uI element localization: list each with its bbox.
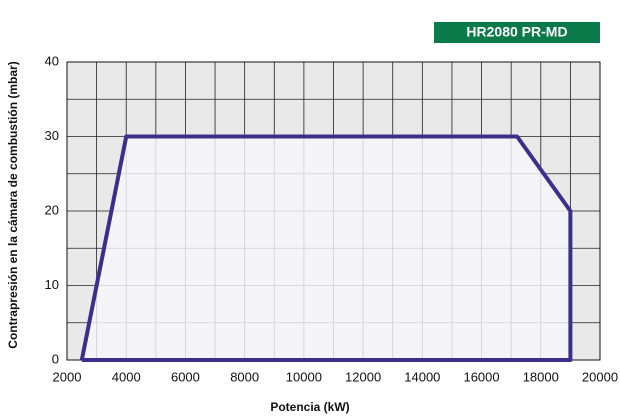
x-tick-label: 10000	[286, 369, 322, 384]
x-tick-label: 4000	[112, 369, 141, 384]
x-tick-label: 20000	[582, 369, 618, 384]
range-outline	[79, 134, 573, 362]
y-axis-title: Contrapresión en la cámara de combustión…	[6, 61, 20, 348]
chart-title: HR2080 PR-MD	[466, 24, 567, 40]
range-area	[81, 136, 571, 360]
y-tick-label: 40	[45, 53, 59, 68]
x-tick-label: 18000	[523, 369, 559, 384]
x-tick-label: 14000	[404, 369, 440, 384]
x-tick-label: 12000	[345, 369, 381, 384]
x-tick-label: 16000	[463, 369, 499, 384]
title-badge	[434, 22, 600, 43]
x-axis-title: Potencia (kW)	[270, 400, 349, 414]
y-tick-label: 20	[45, 202, 59, 217]
x-tick-label: 6000	[171, 369, 200, 384]
y-tick-label: 0	[52, 351, 59, 366]
x-tick-label: 2000	[53, 369, 82, 384]
x-tick-label: 8000	[230, 369, 259, 384]
y-tick-label: 10	[45, 277, 59, 292]
y-tick-label: 30	[45, 128, 59, 143]
